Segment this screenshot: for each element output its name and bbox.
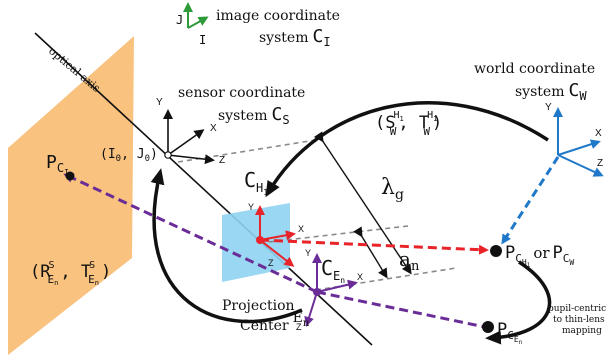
- entrance-point-dot: [482, 321, 494, 333]
- principal-point-label: (I0, J0): [100, 147, 158, 164]
- world-head-transform-label: (SH1 W, TH1 W): [375, 110, 442, 138]
- head-cs-axes: [255, 205, 296, 267]
- head-axis-x: X: [298, 224, 304, 234]
- mapping-label-line3: mapping: [562, 326, 602, 336]
- ray-to-world-point: [259, 238, 489, 255]
- thin-lens-mapping-arrow: [485, 260, 552, 345]
- image-axis-i: I: [199, 33, 206, 47]
- sensor-axis-x: X: [210, 123, 217, 134]
- entrance-cs-label: CEn: [321, 256, 345, 285]
- world-axis-y: Y: [545, 102, 552, 113]
- world-axis-z: Z: [597, 158, 603, 169]
- world-cs-axes: [553, 107, 604, 177]
- lambda-label: λg: [381, 175, 404, 203]
- sensor-transform-label: (RS En, TS En): [30, 260, 111, 287]
- entrance-point-label: PCEn: [497, 320, 523, 346]
- sensor-axis-z: Z: [219, 155, 225, 166]
- world-point-dot: [490, 245, 502, 257]
- head-cs-label: CH1: [244, 168, 268, 197]
- projection-center-line2: Center En: [240, 310, 310, 334]
- image-cs-label-line1: image coordinate: [216, 8, 340, 24]
- ray-to-entrance-point: [316, 290, 486, 329]
- principal-point-dot: [164, 151, 172, 159]
- sensor-cs-label-line1: sensor coordinate: [178, 85, 305, 101]
- image-cs-label-line2: system CI: [259, 26, 331, 49]
- lambda-dimension: [313, 131, 412, 275]
- projected-ray: [63, 173, 318, 294]
- world-axis-x: X: [595, 128, 602, 139]
- image-point-label: PCI: [46, 152, 69, 177]
- image-point-dot: [65, 171, 75, 181]
- sensor-transform-arrow: [150, 168, 303, 324]
- image-cs-axes: [183, 2, 209, 29]
- entrance-cs-axes: [304, 253, 358, 327]
- entrance-origin: [313, 288, 321, 296]
- head-origin: [256, 236, 264, 244]
- lens-plane: [222, 203, 290, 282]
- mapping-label-line2: to thin-lens: [553, 315, 605, 325]
- image-plane: [8, 36, 134, 355]
- head-axis-y: Y: [248, 202, 254, 212]
- entrance-axis-z: Z: [296, 322, 302, 332]
- image-axis-j: J: [176, 13, 183, 27]
- entrance-axis-x: X: [357, 272, 363, 282]
- world-point-label: PCH1or PCW: [505, 243, 574, 269]
- mapping-label-line1: pupil-centric: [548, 304, 606, 314]
- sensor-axis-y: Y: [156, 97, 163, 108]
- a-label: an: [399, 247, 420, 274]
- world-cs-label-line2: system CW: [515, 80, 587, 103]
- world-to-head-ray: [501, 156, 560, 245]
- projection-center-line1: Projection: [222, 298, 295, 314]
- a-dimension: [353, 226, 388, 279]
- world-to-head-transform-arrow: [265, 101, 549, 198]
- head-axis-z: Z: [268, 258, 274, 268]
- sensor-cs-label-line2: system CS: [218, 104, 290, 127]
- sensor-cs-axes: [163, 109, 215, 165]
- world-cs-label-line1: world coordinate: [474, 61, 595, 77]
- optical-axis-label: optical axis: [46, 44, 103, 95]
- entrance-axis-y: Y: [305, 248, 311, 258]
